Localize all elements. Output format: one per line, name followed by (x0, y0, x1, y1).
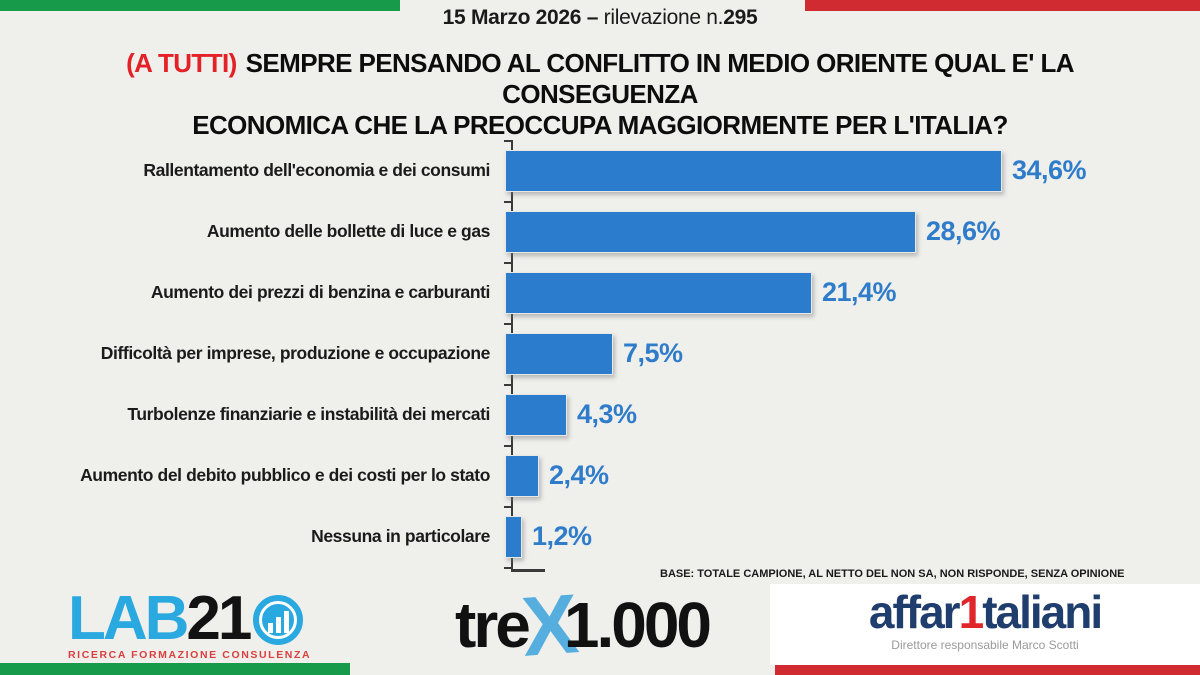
lab21-text-blue: LAB (68, 584, 189, 653)
chart-row: Difficoltà per imprese, produzione e occ… (0, 323, 1200, 384)
affari-text-right: taliani (982, 586, 1103, 638)
bar-area: 2,4% (505, 445, 609, 506)
value-label: 4,3% (577, 399, 637, 429)
value-label: 2,4% (549, 460, 609, 490)
chart-row: Aumento delle bollette di luce e gas 28,6… (0, 201, 1200, 262)
category-label: Rallentamento dell'economia e dei consum… (143, 160, 490, 181)
question-audience-tag: (A TUTTI) (126, 48, 237, 78)
lab21-barchart-icon (253, 595, 304, 645)
question-text-line1: SEMPRE PENSANDO AL CONFLITTO IN MEDIO OR… (245, 48, 1075, 110)
value-label: 7,5% (623, 338, 683, 368)
bar (505, 332, 613, 375)
base-footnote: BASE: TOTALE CAMPIONE, AL NETTO DEL NON … (660, 568, 1125, 580)
value-label: 1,2% (532, 521, 592, 551)
question-title: (A TUTTI) SEMPRE PENSANDO AL CONFLITTO IN… (40, 48, 1160, 142)
bar-area: 28,6% (505, 201, 1001, 262)
trex-text-1000: 1.000 (563, 589, 712, 661)
category-label: Turbolenze finanziarie e instabilità dei… (127, 404, 490, 425)
axis-tick (504, 262, 512, 264)
axis-tick (504, 567, 512, 569)
affaritaliani-wordmark: affar1taliani (770, 588, 1200, 636)
survey-date: 15 Marzo 2026 – (442, 6, 599, 29)
flag-strip-bottom-right (775, 663, 1200, 675)
affari-red-one: 1 (958, 586, 985, 638)
chart-row: Turbolenze finanziarie e instabilità dei… (0, 384, 1200, 445)
bar-area: 34,6% (505, 140, 1087, 201)
bar (505, 210, 916, 253)
value-label: 28,6% (926, 216, 1001, 246)
affaritaliani-director-line: Direttore responsabile Marco Scotti (891, 638, 1079, 652)
axis-tick (504, 445, 512, 447)
chart-row: Aumento dei prezzi di benzina e carburan… (0, 262, 1200, 323)
affari-text-left: affar (868, 586, 961, 638)
question-title-line1: (A TUTTI) SEMPRE PENSANDO AL CONFLITTO IN… (40, 48, 1160, 110)
axis-tick (504, 140, 512, 142)
bar-area: 4,3% (505, 384, 637, 445)
bar-area: 7,5% (505, 323, 683, 384)
category-label: Difficoltà per imprese, produzione e occ… (100, 343, 491, 364)
category-label: Aumento dei prezzi di benzina e carburan… (150, 282, 490, 303)
value-label: 34,6% (1012, 155, 1087, 185)
survey-wave-label: rilevazione n. (598, 6, 724, 29)
axis-tick (504, 201, 512, 203)
trex-text-tre: tre (455, 589, 531, 661)
chart-row: Rallentamento dell'economia e dei consum… (0, 140, 1200, 201)
bar (505, 515, 522, 558)
survey-dateline: 15 Marzo 2026 – rilevazione n.295 (0, 6, 1200, 30)
flag-strip-bottom-left (0, 663, 350, 675)
category-label: Nessuna in particolare (311, 526, 490, 547)
flag-strip-top-right (805, 0, 1200, 11)
value-label: 21,4% (822, 277, 897, 307)
category-label: Aumento del debito pubblico e dei costi … (80, 465, 490, 486)
survey-wave-number: 295 (723, 6, 758, 29)
question-text-line2: ECONOMICA CHE LA PREOCCUPA MAGGIORMENTE … (192, 110, 1008, 141)
bar-area: 21,4% (505, 262, 897, 323)
chart-row: Aumento del debito pubblico e dei costi … (0, 445, 1200, 506)
axis-tick (504, 506, 512, 508)
axis-tick (504, 384, 512, 386)
flag-strip-top-left (0, 0, 400, 11)
lab21-logo: LAB 21 RICERCA FORMAZIONE CONSULENZA (68, 584, 318, 662)
axis-tick (504, 323, 512, 325)
bar (505, 271, 812, 314)
trex1000-logo: tre X 1.000 (455, 576, 712, 674)
x-axis-stub (511, 569, 545, 572)
lab21-tagline: RICERCA FORMAZIONE CONSULENZA (68, 649, 312, 661)
bar-area: 1,2% (505, 506, 592, 567)
lab21-text-black: 21 (186, 584, 252, 653)
affaritaliani-logo: affar1taliani Direttore responsabile Mar… (770, 584, 1200, 665)
category-label: Aumento delle bollette di luce e gas (206, 221, 491, 242)
bar (505, 149, 1002, 192)
bar (505, 454, 539, 497)
bar-chart: Rallentamento dell'economia e dei consum… (0, 140, 1200, 572)
lab21-wordmark: LAB 21 (68, 584, 318, 653)
bar (505, 393, 567, 436)
chart-row: Nessuna in particolare 1,2% (0, 506, 1200, 567)
